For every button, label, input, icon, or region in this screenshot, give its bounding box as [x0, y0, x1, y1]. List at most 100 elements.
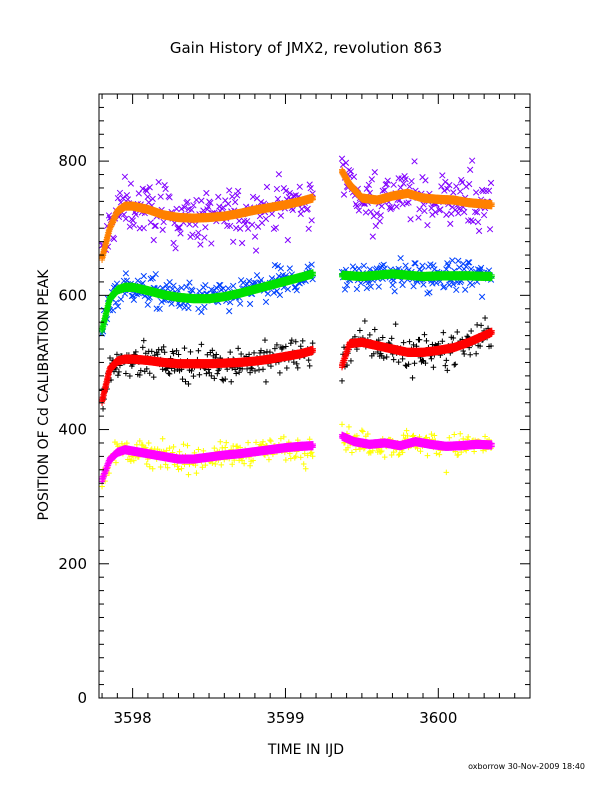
data-point	[406, 183, 413, 190]
data-point	[225, 200, 232, 208]
data-point	[195, 446, 202, 453]
data-point	[274, 195, 282, 203]
data-point	[164, 285, 171, 292]
data-point	[472, 189, 480, 196]
data-point	[347, 168, 355, 175]
data-point	[252, 368, 258, 374]
data-point	[215, 193, 222, 201]
data-point	[187, 349, 194, 355]
data-point	[288, 340, 294, 347]
data-point	[424, 221, 431, 229]
data-point	[185, 381, 192, 387]
data-point	[443, 266, 450, 273]
data-point	[130, 222, 138, 229]
data-point	[285, 193, 292, 201]
data-point	[159, 366, 166, 373]
data-point	[383, 354, 390, 360]
data-point	[299, 338, 306, 344]
data-point	[277, 265, 285, 272]
data-point	[111, 215, 118, 222]
data-point	[411, 158, 418, 165]
data-point	[360, 262, 368, 269]
data-point	[107, 355, 113, 361]
data-point	[465, 259, 472, 266]
data-point	[274, 342, 280, 348]
data-point	[350, 173, 358, 180]
data-point	[260, 438, 266, 445]
data-point	[297, 343, 304, 350]
data-point	[376, 218, 383, 225]
data-point	[174, 463, 181, 470]
data-point	[301, 450, 308, 457]
data-point	[245, 439, 251, 446]
data-point	[368, 176, 375, 183]
data-point	[399, 356, 406, 362]
data-point	[365, 431, 371, 437]
data-point	[165, 370, 172, 377]
data-point	[137, 438, 143, 444]
data-point	[138, 367, 144, 374]
data-point	[162, 461, 169, 468]
data-point	[122, 270, 130, 277]
data-point	[292, 338, 299, 345]
data-point	[150, 236, 157, 244]
data-point	[371, 326, 378, 333]
data-point	[268, 363, 274, 369]
data-point	[152, 222, 159, 229]
data-point	[294, 437, 301, 443]
data-point	[355, 207, 363, 214]
data-point	[378, 448, 385, 454]
data-point	[379, 187, 386, 194]
data-point	[451, 362, 458, 368]
data-point	[305, 357, 312, 363]
data-point	[367, 208, 374, 215]
data-point	[439, 338, 446, 345]
data-point	[298, 205, 305, 213]
data-point	[239, 366, 245, 372]
data-point	[239, 279, 247, 286]
data-point	[306, 363, 313, 369]
data-point	[417, 448, 424, 455]
data-point	[123, 370, 129, 377]
data-point	[300, 461, 307, 467]
data-point	[485, 187, 493, 194]
data-point	[174, 286, 181, 293]
data-point	[461, 208, 468, 216]
data-point	[468, 281, 476, 288]
data-point	[188, 368, 195, 374]
data-point	[173, 347, 180, 354]
data-point	[230, 238, 237, 245]
data-point	[308, 449, 315, 456]
data-point	[175, 466, 182, 473]
data-point	[131, 457, 137, 464]
data-point	[377, 449, 384, 455]
data-point	[248, 221, 256, 228]
data-point	[390, 356, 397, 363]
data-point	[280, 184, 288, 192]
data-point	[234, 443, 240, 449]
data-point	[297, 454, 304, 461]
data-point	[273, 185, 281, 193]
data-point	[151, 222, 158, 230]
data-point	[378, 203, 385, 210]
data-point	[170, 239, 177, 247]
data-point	[274, 263, 282, 270]
data-point	[114, 351, 120, 358]
data-point	[195, 229, 202, 236]
data-point	[375, 283, 382, 290]
data-point	[430, 364, 437, 371]
data-point	[372, 222, 379, 230]
data-point	[158, 347, 165, 353]
data-point	[405, 361, 412, 368]
data-point	[252, 247, 260, 254]
data-point	[289, 337, 295, 343]
data-point	[473, 350, 479, 357]
data-point	[397, 184, 404, 191]
data-point	[116, 369, 122, 375]
data-point	[486, 226, 494, 233]
data-point	[468, 328, 474, 334]
data-point	[161, 182, 168, 189]
data-point	[229, 193, 236, 200]
data-point	[222, 444, 229, 451]
data-point	[166, 371, 173, 377]
